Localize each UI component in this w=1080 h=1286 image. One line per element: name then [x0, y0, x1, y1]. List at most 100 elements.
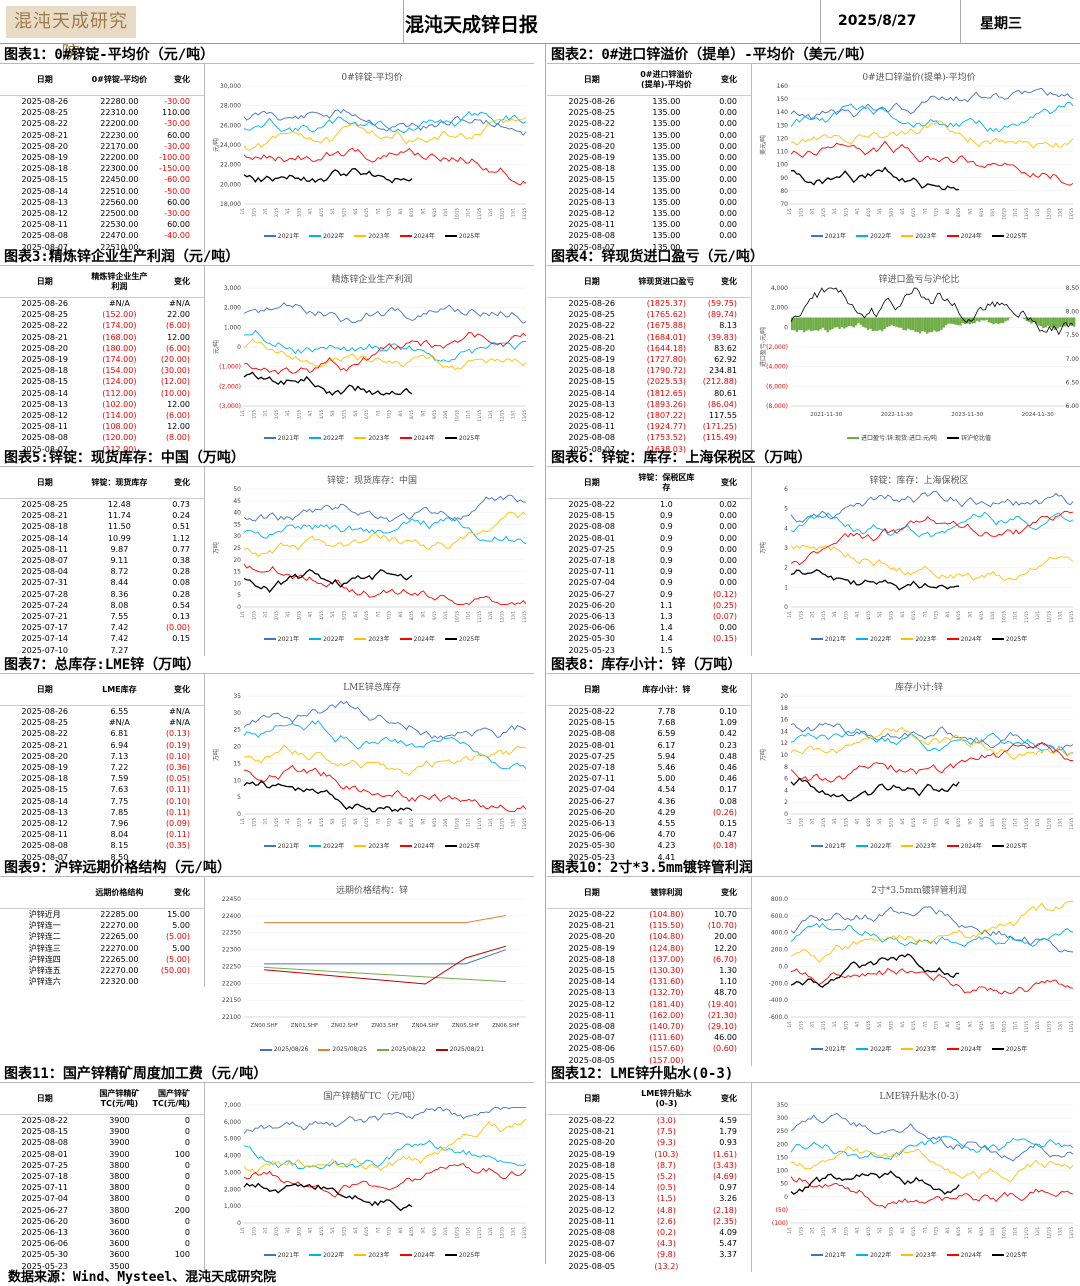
- x-tick-label: 8/1: [398, 410, 403, 417]
- series-line: [243, 568, 413, 593]
- legend-swatch: [309, 234, 322, 237]
- x-tick-label: 1/1: [787, 611, 792, 618]
- table-cell: #N/A: [169, 707, 190, 717]
- legend-item: 2022年: [309, 634, 344, 643]
- y-tick-label: 0: [237, 604, 241, 611]
- table-cell: 12.48: [107, 500, 131, 510]
- table-cell: 2025-08-15: [568, 511, 616, 521]
- y-tick-label: 2: [784, 565, 788, 572]
- table-cell: 2025-05-23: [568, 645, 616, 655]
- header-divider: [960, 0, 961, 44]
- table-cell: 4.41: [657, 852, 676, 862]
- table-cell: 2025-08-15: [568, 175, 616, 185]
- section-title: 图表12：LME锌升贴水(0-3): [547, 1063, 1080, 1083]
- table-row: 2025-08-21 (168.00) 12.00: [0, 332, 204, 343]
- table-cell: 110.00: [162, 108, 190, 118]
- x-tick-label: 12/15: [1046, 818, 1051, 830]
- series-line: [243, 167, 413, 184]
- bar-mark: [900, 317, 903, 328]
- chart-title: 锌进口盈亏与沪伦比: [878, 275, 960, 285]
- column-header: 日期: [583, 74, 600, 84]
- x-tick-label: 2022-11-30: [881, 412, 913, 418]
- table-cell: 2025-08-20: [21, 343, 69, 353]
- report-header: 混沌天成研究院 混沌天成锌日报 2025/8/27 星期三: [0, 0, 1080, 64]
- y-tick-label: 30: [233, 710, 241, 717]
- table-cell: 1.30: [719, 966, 737, 976]
- table-cell: 0.9: [660, 544, 673, 554]
- x-tick-label: 1/1: [787, 208, 792, 215]
- table-cell: 2025-08-12: [568, 208, 616, 218]
- chart-title: LME锌总库存: [343, 683, 401, 693]
- x-tick-label: 5/1: [330, 208, 335, 215]
- report-title: 混沌天成锌日报: [405, 14, 539, 36]
- table-cell: 2025-08-07: [568, 242, 616, 252]
- table-cell: 2025-08-12: [568, 999, 616, 1009]
- column-header: 变化: [174, 477, 190, 487]
- table-cell: 8.15: [110, 841, 129, 851]
- table-row: 2025-07-11 5.00 0.46: [547, 773, 751, 784]
- x-tick-label: 10/1: [443, 410, 448, 419]
- table-header: 日期 镀锌利润 变化: [547, 877, 751, 909]
- table-cell: (0.25): [712, 600, 737, 610]
- x-tick-label: 11/15: [477, 818, 482, 830]
- table-cell: 2025-06-06: [21, 1239, 69, 1249]
- column-header: 日期: [36, 276, 53, 286]
- chart-panel: 0#进口锌溢价(提单)-平均价 160 150 140 130 120 110 100 90 80…: [757, 66, 1080, 242]
- legend-label: 2022年: [870, 233, 892, 240]
- x-tick-label: 1/15: [798, 1021, 803, 1030]
- table-row: 2025-08-22 (104.80) 10.70: [547, 909, 751, 920]
- legend-item: 2023年: [354, 841, 390, 850]
- table-cell: 2025-08-18: [21, 164, 69, 174]
- table-row: 2025-06-20 3600 0: [0, 1216, 204, 1227]
- table-row: 2025-08-13 (1893.26) (86.04): [547, 399, 751, 410]
- table-cell: (1727.80): [646, 355, 687, 365]
- table-cell: 135.00: [652, 220, 681, 230]
- x-tick-label: 10/15: [1001, 1021, 1006, 1033]
- x-tick-label: 13/15: [1069, 1021, 1074, 1033]
- table-cell: (21.30): [707, 1010, 737, 1020]
- header-divider: [820, 0, 821, 44]
- series-line: [243, 110, 527, 134]
- table-cell: 2025-07-18: [568, 763, 616, 773]
- y-tick-label: 1,000: [224, 324, 241, 331]
- table-cell: (104.80): [649, 910, 684, 920]
- legend-label: 2024年: [413, 233, 435, 240]
- legend-item: 2024年: [399, 634, 435, 643]
- x-tick-label: 2/1: [810, 818, 815, 825]
- table-cell: 22450.00: [100, 175, 139, 185]
- table-cell: 2025-08-07: [568, 1239, 616, 1249]
- series-line: [790, 511, 1074, 538]
- column-header: 日期: [36, 684, 53, 694]
- table-cell: 0.28: [172, 589, 190, 599]
- table-cell: 2025-08-22: [21, 119, 69, 129]
- table-cell: 135.00: [652, 186, 681, 196]
- x-tick-label: 9/15: [432, 208, 437, 217]
- y-tick-label: 30: [233, 533, 241, 540]
- legend-label: 2021年: [824, 636, 847, 643]
- table-cell: (7.5): [656, 1127, 676, 1137]
- chart-svg: 30,000 28,000 26,000 24,000 22,000 20,000 18,0…: [212, 83, 527, 220]
- y-tick-label: 50: [780, 1181, 788, 1188]
- bar-mark: [890, 317, 893, 326]
- table-cell: 3900: [109, 1127, 130, 1137]
- table-cell: 83.62: [714, 343, 737, 353]
- table-cell: 8.72: [110, 567, 129, 577]
- legend-swatch: [856, 844, 869, 847]
- y-tick-label: 0: [784, 324, 788, 331]
- bar-mark: [864, 317, 867, 328]
- y-tick-label: (8,000): [766, 403, 788, 410]
- legend-swatch: [444, 844, 457, 847]
- table-cell: 22170.00: [100, 141, 139, 151]
- table-cell: 2025-08-06: [568, 1044, 616, 1054]
- table-cell: 48.70: [714, 988, 737, 998]
- legend-swatch: [444, 637, 457, 640]
- table-row: 2025-08-18 (137.00) (6.70): [547, 954, 751, 965]
- legend-label: 2021年: [277, 1252, 300, 1259]
- table-row: 2025-07-25 0.9 0.00: [547, 544, 751, 555]
- x-tick-label: 7/1: [922, 818, 927, 825]
- table-row: 2025-08-21 11.74 0.24: [0, 510, 204, 521]
- legend-label: 2024年: [960, 1046, 982, 1053]
- table-row: 2025-08-11 22530.00 60.00: [0, 219, 204, 230]
- x-tick-label: 3/15: [843, 1227, 848, 1236]
- legend-label: 2025年: [458, 636, 481, 643]
